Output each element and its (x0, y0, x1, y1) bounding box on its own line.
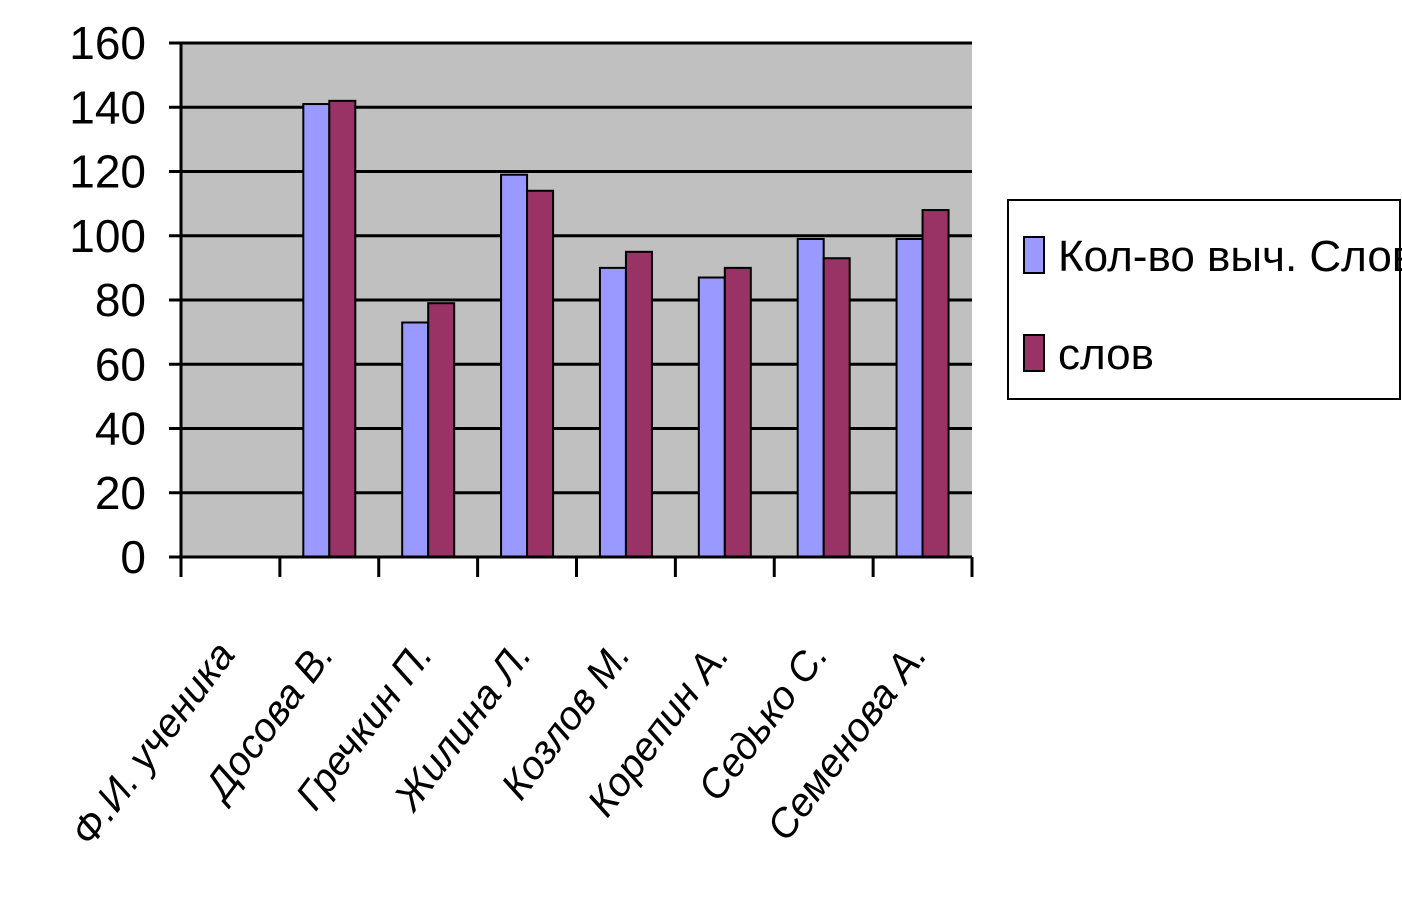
y-tick-label: 60 (95, 338, 146, 390)
y-tick-label: 80 (95, 274, 146, 326)
y-tick-label: 160 (69, 17, 146, 69)
bar-series-1 (697, 276, 726, 558)
y-tick-label: 40 (95, 403, 146, 455)
legend-swatch (1023, 236, 1045, 274)
y-tick-label: 20 (95, 467, 146, 519)
y-tick-label: 120 (69, 146, 146, 198)
bars (302, 99, 950, 559)
bar-series-2 (723, 266, 752, 558)
axis-ticks (169, 41, 974, 577)
legend-label: слов (1058, 330, 1154, 379)
bar-series-2 (624, 250, 653, 558)
bar-series-1 (895, 237, 924, 558)
legend-swatch (1023, 334, 1045, 372)
bar-series-2 (328, 99, 357, 558)
bar-series-2 (921, 209, 950, 559)
legend-box (1007, 199, 1401, 400)
bar-series-2 (427, 302, 456, 558)
bar-series-1 (796, 237, 825, 558)
y-tick-labels: 0 20 40 60 80 100 120 140 160 (69, 17, 146, 583)
x-tick-label: Ф.И. ученика (63, 634, 244, 854)
bar-series-2 (822, 257, 851, 558)
bar-series-2 (526, 189, 555, 558)
legend: Кол-во выч. Слов слов (1007, 199, 1402, 400)
bar-series-1 (500, 173, 529, 558)
legend-label: Кол-во выч. Слов (1058, 232, 1402, 281)
y-tick-label: 140 (69, 81, 146, 133)
bar-series-1 (401, 321, 430, 558)
bar-series-1 (302, 103, 331, 558)
y-tick-label: 100 (69, 210, 146, 262)
bar-series-1 (598, 266, 627, 558)
y-tick-label: 0 (120, 531, 146, 583)
